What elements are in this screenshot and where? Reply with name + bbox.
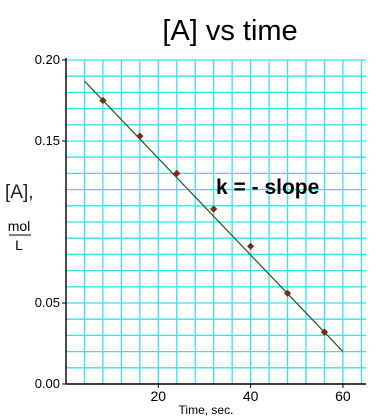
x-axis-label: Time, sec. bbox=[179, 403, 234, 417]
chart-title: [A] vs time bbox=[162, 15, 297, 47]
x-tick-label: 40 bbox=[243, 388, 259, 404]
data-point bbox=[173, 169, 181, 177]
y-tick-label: 0.15 bbox=[35, 133, 60, 148]
y-tick-label: 0.00 bbox=[35, 376, 60, 391]
tick-labels: 0.00 0.05 0.15 0.20 20 40 60 bbox=[35, 52, 351, 404]
data-point bbox=[283, 289, 292, 297]
fit-line-group bbox=[84, 80, 344, 353]
y-axis-unit-numerator: mol bbox=[8, 218, 31, 234]
data-point bbox=[136, 132, 144, 140]
y-tick-label: 0.05 bbox=[35, 295, 60, 310]
data-point bbox=[99, 96, 107, 105]
y-axis-label: [A], bbox=[5, 182, 34, 203]
data-point bbox=[210, 205, 218, 213]
fit-line bbox=[84, 80, 344, 353]
data-point bbox=[320, 328, 329, 336]
data-points bbox=[99, 96, 329, 336]
y-axis-unit-denominator: L bbox=[15, 237, 23, 253]
x-tick-label: 20 bbox=[151, 388, 167, 404]
chart-axes bbox=[65, 58, 366, 385]
slope-annotation: k = - slope bbox=[216, 176, 319, 199]
x-tick-label: 60 bbox=[335, 388, 351, 404]
data-point bbox=[247, 242, 255, 250]
y-tick-label: 0.20 bbox=[35, 52, 60, 67]
